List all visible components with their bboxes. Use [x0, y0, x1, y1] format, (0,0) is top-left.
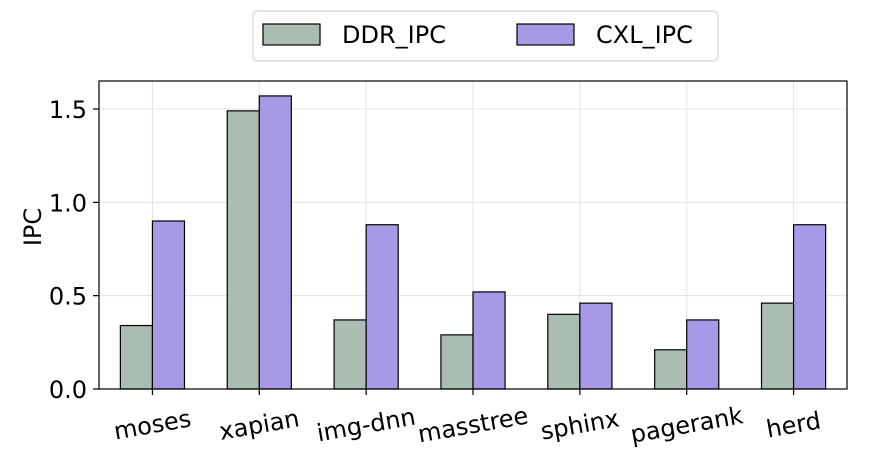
- bars: [119, 95, 827, 390]
- bar-ddr-ipc-herd: [760, 302, 795, 390]
- y-tick-label: 1.0: [49, 189, 87, 217]
- bar-cxl-ipc-herd: [792, 224, 827, 390]
- x-tick-label: pagerank: [628, 401, 745, 448]
- bar-cxl-ipc-sphinx: [579, 302, 613, 390]
- legend: DDR_IPC CXL_IPC: [252, 10, 719, 62]
- bar-ddr-ipc-img-dnn: [333, 319, 367, 390]
- x-tick-label: herd: [764, 406, 823, 443]
- x-tick-label: sphinx: [539, 404, 622, 445]
- x-tick-label: moses: [112, 404, 194, 445]
- bar-ddr-ipc-moses: [119, 324, 154, 390]
- bar-cxl-ipc-pagerank: [686, 319, 720, 390]
- bar-ddr-ipc-sphinx: [547, 313, 581, 390]
- bar-ddr-ipc-xapian: [226, 110, 260, 390]
- bar-cxl-ipc-img-dnn: [365, 224, 399, 390]
- y-axis-ticks: 0.0 0.5 1.0 1.5: [49, 96, 99, 404]
- y-tick-label: 1.5: [49, 96, 87, 124]
- bar-cxl-ipc-xapian: [258, 95, 292, 390]
- bar-ddr-ipc-masstree: [440, 334, 474, 390]
- legend-box: [252, 10, 719, 62]
- bar-cxl-ipc-masstree: [472, 291, 506, 390]
- bar-ddr-ipc-pagerank: [654, 349, 688, 390]
- y-axis-label: IPC: [19, 208, 47, 246]
- y-tick-label: 0.5: [49, 283, 87, 311]
- y-tick-label: 0.0: [49, 376, 87, 404]
- legend-swatch-cxl-ipc: [516, 23, 575, 46]
- x-tick-label: masstree: [416, 402, 531, 449]
- x-tick-label: img-dnn: [315, 403, 418, 448]
- legend-label: CXL_IPC: [596, 21, 693, 49]
- legend-swatch-ddr-ipc: [262, 23, 321, 46]
- legend-label: DDR_IPC: [342, 21, 446, 49]
- bar-cxl-ipc-moses: [151, 220, 186, 390]
- x-tick-label: xapian: [217, 404, 301, 446]
